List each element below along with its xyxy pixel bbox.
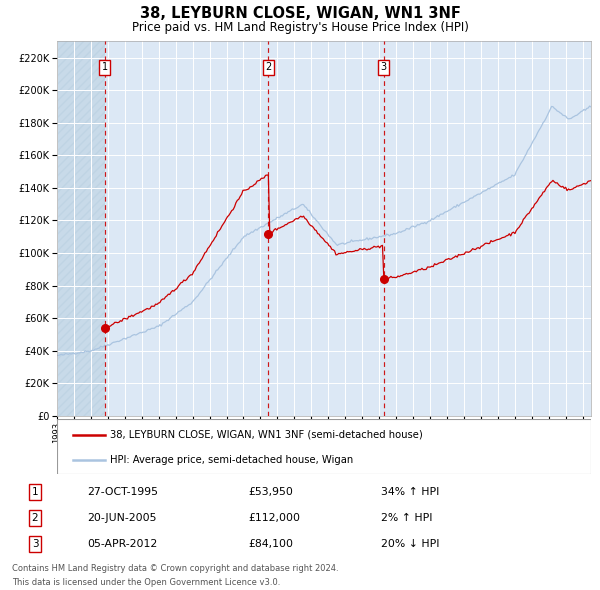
Text: 3: 3 — [380, 63, 386, 73]
Text: 20-JUN-2005: 20-JUN-2005 — [87, 513, 157, 523]
Text: £112,000: £112,000 — [248, 513, 300, 523]
Text: 2: 2 — [32, 513, 38, 523]
Text: £53,950: £53,950 — [248, 487, 293, 497]
Text: 20% ↓ HPI: 20% ↓ HPI — [380, 539, 439, 549]
Text: 34% ↑ HPI: 34% ↑ HPI — [380, 487, 439, 497]
Text: 2: 2 — [265, 63, 272, 73]
Text: 27-OCT-1995: 27-OCT-1995 — [87, 487, 158, 497]
Text: £84,100: £84,100 — [248, 539, 293, 549]
Text: 38, LEYBURN CLOSE, WIGAN, WN1 3NF: 38, LEYBURN CLOSE, WIGAN, WN1 3NF — [140, 6, 460, 21]
Text: Contains HM Land Registry data © Crown copyright and database right 2024.: Contains HM Land Registry data © Crown c… — [12, 564, 338, 573]
FancyBboxPatch shape — [57, 419, 591, 474]
Text: 3: 3 — [32, 539, 38, 549]
Text: 38, LEYBURN CLOSE, WIGAN, WN1 3NF (semi-detached house): 38, LEYBURN CLOSE, WIGAN, WN1 3NF (semi-… — [110, 430, 423, 440]
Text: This data is licensed under the Open Government Licence v3.0.: This data is licensed under the Open Gov… — [12, 578, 280, 588]
Text: 1: 1 — [32, 487, 38, 497]
Text: Price paid vs. HM Land Registry's House Price Index (HPI): Price paid vs. HM Land Registry's House … — [131, 21, 469, 34]
Text: 2% ↑ HPI: 2% ↑ HPI — [380, 513, 432, 523]
Bar — [57, 41, 105, 416]
Text: 1: 1 — [102, 63, 108, 73]
Text: 05-APR-2012: 05-APR-2012 — [87, 539, 157, 549]
Text: HPI: Average price, semi-detached house, Wigan: HPI: Average price, semi-detached house,… — [110, 455, 353, 465]
